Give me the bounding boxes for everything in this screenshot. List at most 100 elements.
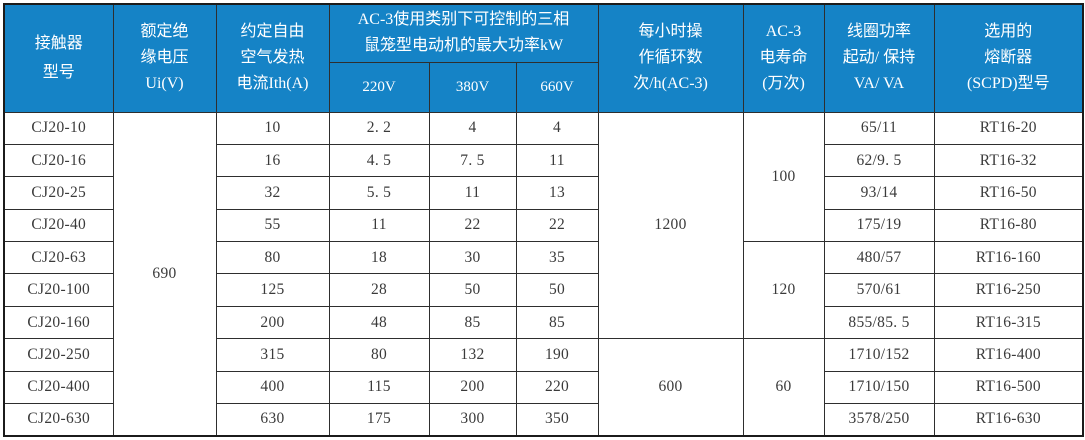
- cell-p660: 220: [515, 370, 599, 405]
- cell-coil: 1710/150: [823, 370, 935, 405]
- header-row-voltages: 220V 380V 660V: [4, 61, 1083, 113]
- cell-p220: 115: [328, 370, 430, 405]
- cell-p220: 18: [328, 241, 430, 275]
- header-line: 鼠笼型电动机的最大功率kW: [363, 37, 564, 55]
- cell-ith: 400: [215, 370, 330, 405]
- cell-model: CJ20-100: [3, 273, 114, 307]
- cell-fuse: RT16-315: [933, 305, 1084, 340]
- cell-fuse: RT16-20: [933, 111, 1084, 145]
- cell-coil: 175/19: [823, 208, 935, 243]
- cell-coil: 855/85. 5: [823, 305, 935, 340]
- header-220v: 220V: [328, 61, 430, 113]
- cell-model: CJ20-160: [3, 305, 114, 340]
- header-operating-cycles: 每小时操 作循环数 次/h(AC-3): [597, 3, 744, 113]
- table-row: CJ20-630 630 175 300 350 3578/250 RT16-6…: [3, 403, 1084, 437]
- cell-ith: 10: [215, 111, 330, 145]
- cell-ith: 125: [215, 273, 330, 307]
- cell-ith: 16: [215, 143, 330, 178]
- header-380v: 380V: [428, 61, 517, 113]
- cell-p380: 132: [428, 338, 517, 372]
- header-line: (SCPD)型号: [966, 75, 1050, 93]
- cell-coil: 93/14: [823, 176, 935, 210]
- header-line: AC-3使用类别下可控制的三相: [357, 11, 570, 29]
- header-660v: 660V: [515, 61, 599, 113]
- cell-p380: 50: [428, 273, 517, 307]
- cell-p380: 85: [428, 305, 517, 340]
- cell-p660: 35: [515, 241, 599, 275]
- header-line: 线圈功率: [847, 23, 912, 41]
- header-line: 缘电压: [140, 49, 189, 67]
- cell-ith: 32: [215, 176, 330, 210]
- cell-p660: 11: [515, 143, 599, 178]
- table-row: CJ20-63 80 18 30 35 120 480/57 RT16-160: [3, 241, 1084, 340]
- cell-coil: 570/61: [823, 273, 935, 307]
- cell-ith: 630: [215, 403, 330, 437]
- table-row: CJ20-10 690 10 2. 2 4 4 1200 100 65/11 R…: [3, 111, 1084, 437]
- table-body: CJ20-10 690 10 2. 2 4 4 1200 100 65/11 R…: [3, 111, 1084, 437]
- cell-p660: 190: [515, 338, 599, 372]
- table-row: CJ20-25 32 5. 5 11 13 93/14 RT16-50: [3, 176, 1084, 210]
- header-line: 接触器: [34, 35, 83, 53]
- header-line: 电流Ith(A): [236, 75, 309, 93]
- table-row: CJ20-100 125 28 50 50 570/61 RT16-250: [3, 273, 1084, 307]
- cell-p220: 11: [328, 208, 430, 243]
- cell-life-merged: 120: [742, 241, 825, 340]
- cell-fuse: RT16-160: [933, 241, 1084, 275]
- header-line: 次/h(AC-3): [633, 75, 708, 93]
- cell-model: CJ20-250: [3, 338, 114, 372]
- table-row: CJ20-400 400 115 200 220 1710/150 RT16-5…: [3, 370, 1084, 405]
- cell-p660: 22: [515, 208, 599, 243]
- cell-p220: 4. 5: [328, 143, 430, 178]
- cell-p660: 50: [515, 273, 599, 307]
- table-row: CJ20-250 315 80 132 190 600 60 1710/152 …: [3, 338, 1084, 437]
- header-line: Ui(V): [145, 75, 184, 93]
- contactor-spec-table: 接触器 型号 额定绝 缘电压 Ui(V) 约定自由 空气发热 电流Ith(A) …: [3, 3, 1085, 437]
- header-line: 约定自由: [240, 23, 305, 41]
- cell-p380: 30: [428, 241, 517, 275]
- header-line: (万次): [762, 75, 805, 93]
- header-line: 电寿命: [759, 49, 808, 67]
- cell-fuse: RT16-630: [933, 403, 1084, 437]
- cell-ith: 55: [215, 208, 330, 243]
- cell-p660: 4: [515, 111, 599, 145]
- cell-model: CJ20-25: [3, 176, 114, 210]
- header-line: 型号: [42, 64, 75, 82]
- cell-p220: 28: [328, 273, 430, 307]
- header-line: 选用的: [984, 23, 1033, 41]
- cell-cycles-merged: 600: [597, 338, 744, 437]
- cell-model: CJ20-63: [3, 241, 114, 275]
- header-row-top: 接触器 型号 额定绝 缘电压 Ui(V) 约定自由 空气发热 电流Ith(A) …: [3, 3, 1084, 113]
- cell-p220: 48: [328, 305, 430, 340]
- cell-cycles-merged: 1200: [597, 111, 744, 340]
- header-line: AC-3: [765, 23, 802, 41]
- cell-fuse: RT16-400: [933, 338, 1084, 372]
- header-fuse-type: 选用的 熔断器 (SCPD)型号: [933, 3, 1084, 113]
- cell-p660: 85: [515, 305, 599, 340]
- cell-p660: 13: [515, 176, 599, 210]
- header-line: 熔断器: [984, 49, 1033, 67]
- cell-model: CJ20-10: [3, 111, 114, 145]
- table-header: 接触器 型号 额定绝 缘电压 Ui(V) 约定自由 空气发热 电流Ith(A) …: [3, 3, 1084, 113]
- header-rated-insulation-voltage: 额定绝 缘电压 Ui(V): [112, 3, 217, 113]
- cell-life-merged: 100: [742, 111, 825, 243]
- cell-p380: 200: [428, 370, 517, 405]
- cell-coil: 1710/152: [823, 338, 935, 372]
- cell-p380: 22: [428, 208, 517, 243]
- cell-model: CJ20-630: [3, 403, 114, 437]
- cell-fuse: RT16-50: [933, 176, 1084, 210]
- cell-p380: 11: [428, 176, 517, 210]
- table-row: CJ20-16 16 4. 5 7. 5 11 62/9. 5 RT16-32: [3, 143, 1084, 178]
- header-thermal-current: 约定自由 空气发热 电流Ith(A): [215, 3, 330, 113]
- header-line: 额定绝: [140, 23, 189, 41]
- cell-p380: 4: [428, 111, 517, 145]
- cell-model: CJ20-16: [3, 143, 114, 178]
- cell-model: CJ20-40: [3, 208, 114, 243]
- cell-p220: 2. 2: [328, 111, 430, 145]
- cell-fuse: RT16-32: [933, 143, 1084, 178]
- header-line: 空气发热: [240, 49, 305, 67]
- cell-p220: 175: [328, 403, 430, 437]
- cell-ith: 80: [215, 241, 330, 275]
- cell-ith: 315: [215, 338, 330, 372]
- cell-coil: 62/9. 5: [823, 143, 935, 178]
